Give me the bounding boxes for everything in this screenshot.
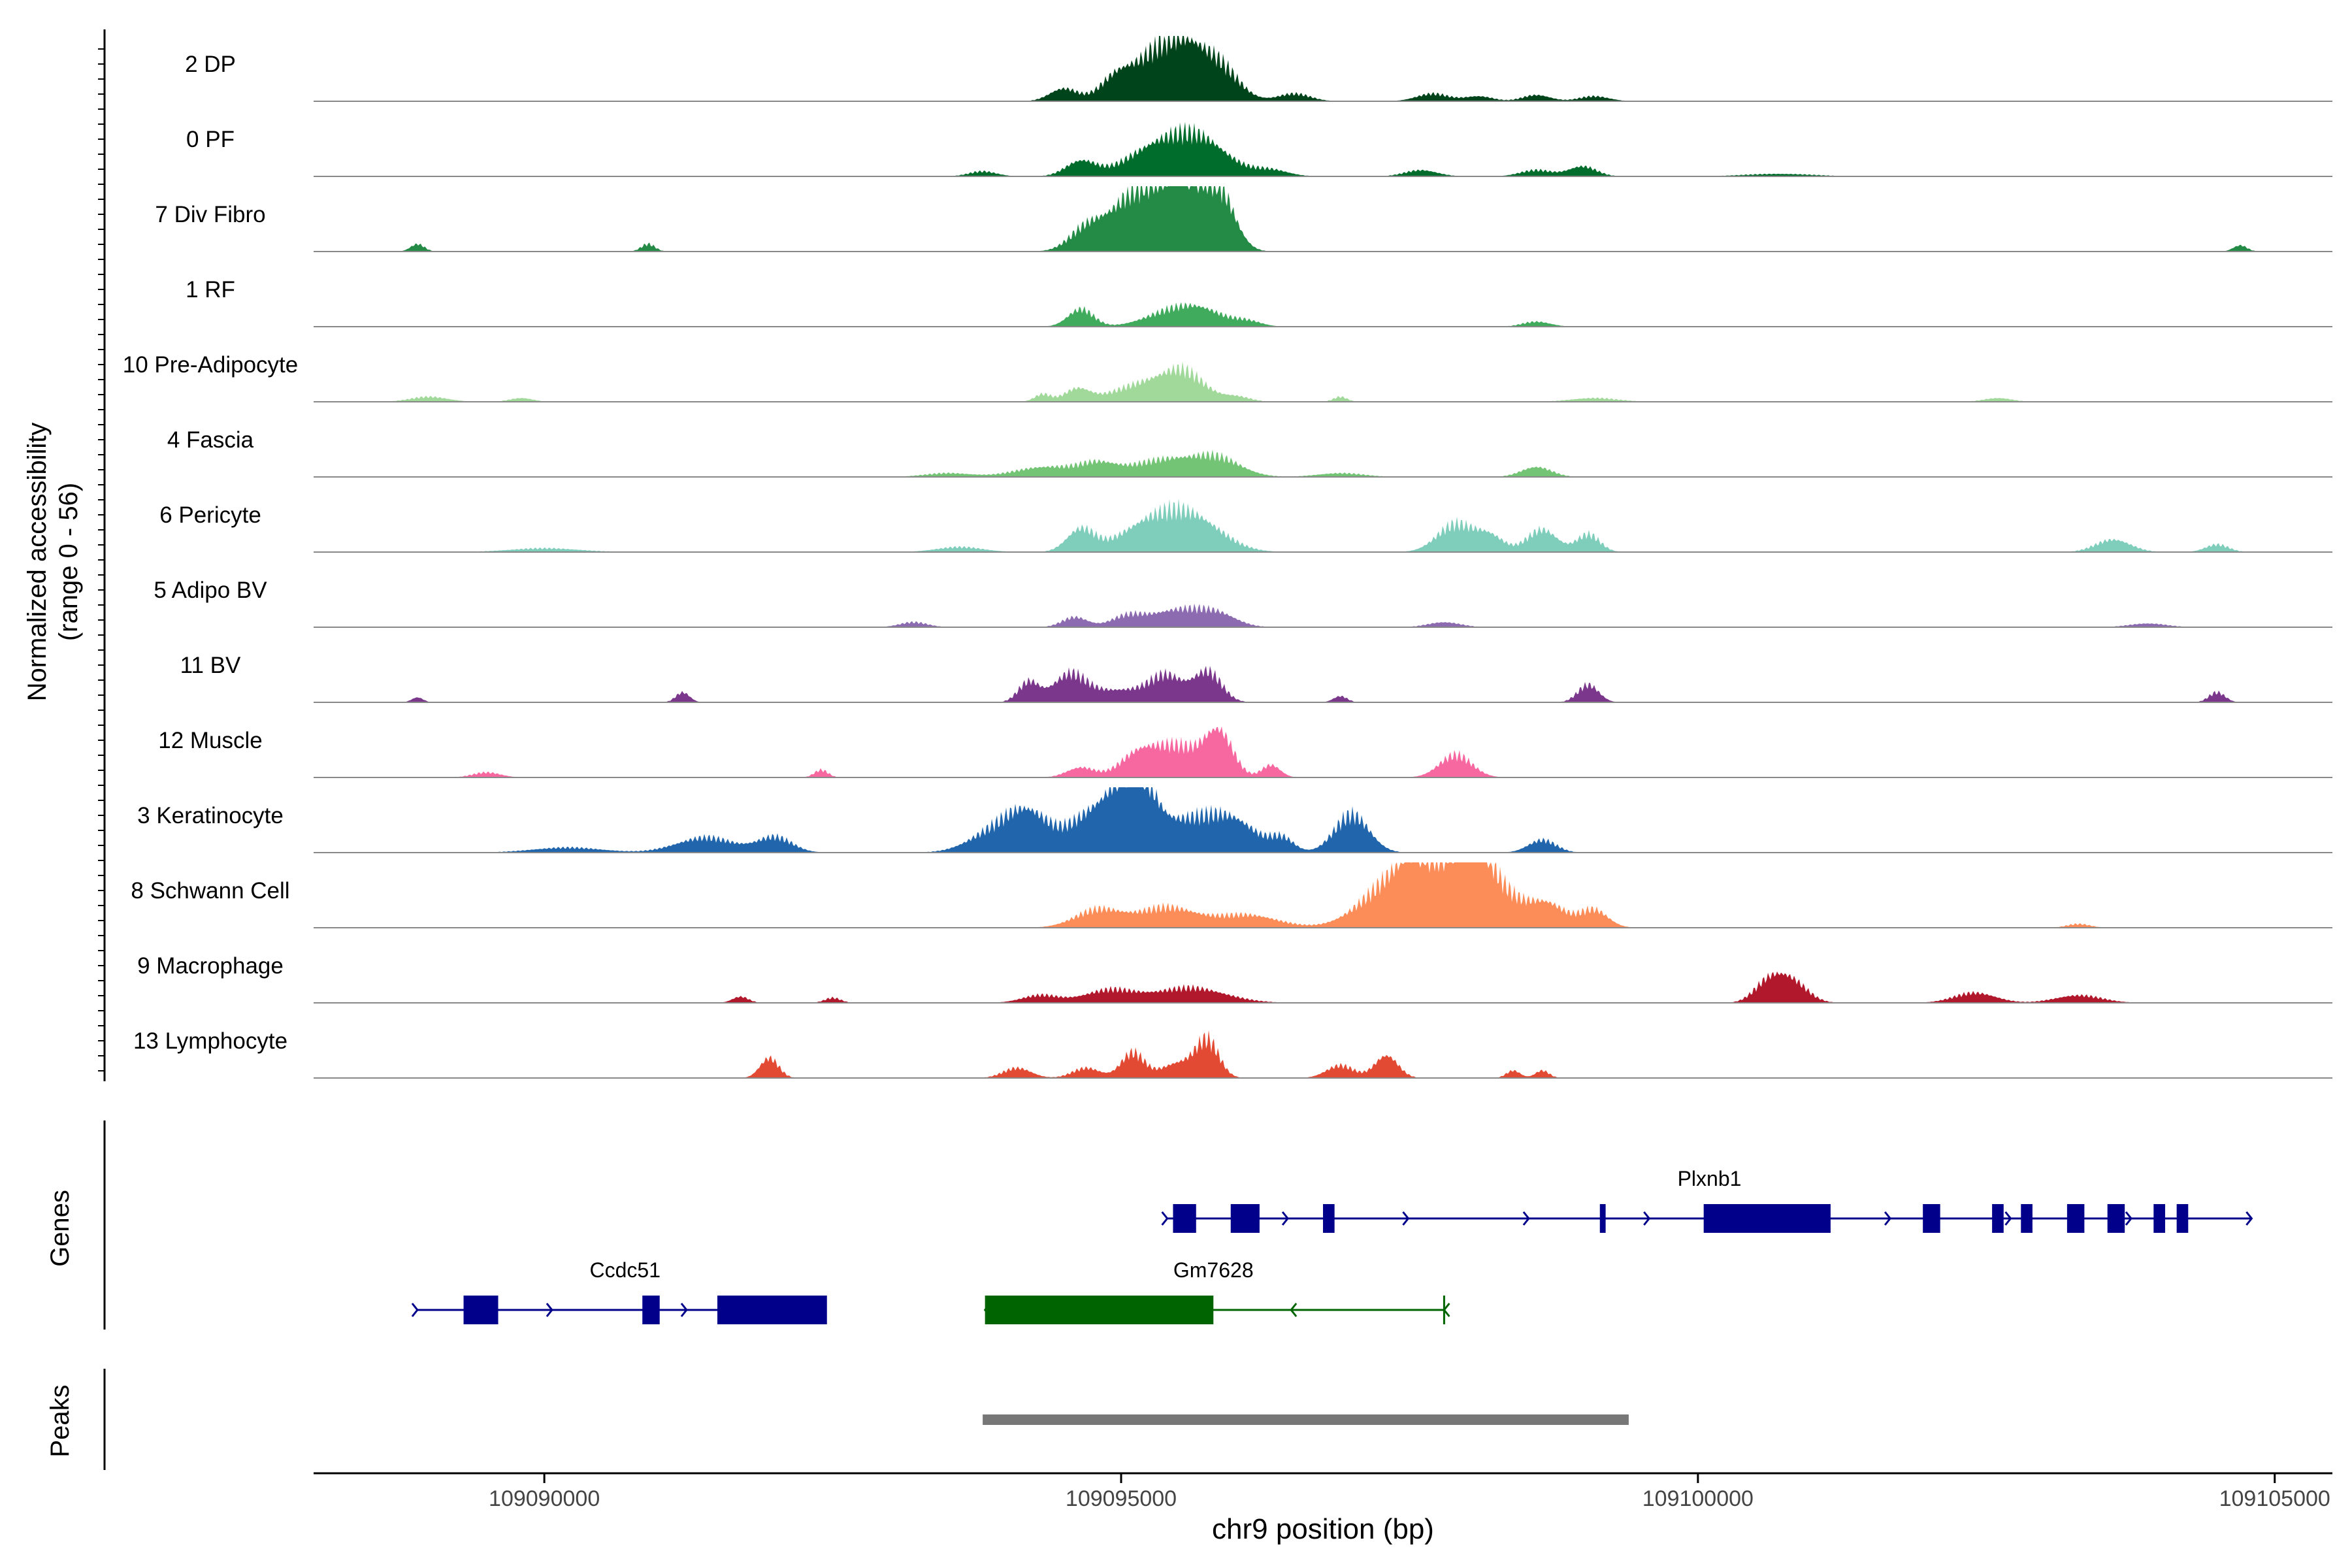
track-label: 9 Macrophage (137, 953, 284, 979)
exon (1703, 1204, 1831, 1233)
x-axis-label: chr9 position (bp) (1212, 1513, 1434, 1545)
peaks-track-label: Peaks (46, 1384, 74, 1457)
peak-regions (983, 1414, 1629, 1425)
strand-arrow (2004, 1211, 2012, 1226)
x-axis-ticks: 109090000 109095000 109100000 109105000 (489, 1473, 2330, 1511)
strand-arrow (2246, 1211, 2253, 1226)
track-9: 11 BV (180, 653, 2332, 703)
coverage-area (314, 498, 2332, 552)
y-axis-label-line1: Normalized accessibility (23, 423, 52, 702)
x-tick-label: 109105000 (2219, 1486, 2330, 1511)
exon (717, 1296, 827, 1324)
strand-arrow (1884, 1211, 1892, 1226)
coverage-area (314, 302, 2332, 327)
track-11: 3 Keratinocyte (137, 787, 2332, 853)
track-2: 0 PF (186, 122, 2332, 177)
y-axis (98, 29, 106, 1081)
track-label: 4 Fascia (167, 427, 254, 453)
track-1: 2 DP (185, 36, 2332, 102)
track-label: 8 Schwann Cell (131, 878, 289, 904)
strand-arrow (1290, 1303, 1298, 1317)
track-label: 1 RF (186, 277, 235, 302)
coverage-area (314, 862, 2332, 928)
track-10: 12 Muscle (158, 726, 2332, 778)
peak-bar (983, 1414, 1629, 1425)
strand-arrow (1402, 1211, 1410, 1226)
track-6: 4 Fascia (167, 427, 2332, 478)
track-5: 10 Pre-Adipocyte (123, 352, 2332, 402)
strand-arrow (411, 1303, 419, 1317)
track-4: 1 RF (186, 277, 2332, 327)
strand-arrow (1522, 1211, 1530, 1226)
genes-track-label: Genes (46, 1190, 74, 1267)
accessibility-tracks: 2 DP 0 PF 7 Div Fibro 1 RF 10 Pre-Adipocyte 4… (123, 36, 2332, 1079)
track-label: 11 BV (180, 653, 241, 678)
track-14: 13 Lymphocyte (133, 1028, 2332, 1079)
coverage-area (314, 1030, 2332, 1078)
track-3: 7 Div Fibro (155, 186, 2332, 252)
gene-label: Ccdc51 (589, 1258, 661, 1282)
exon (1230, 1204, 1260, 1233)
exon (2066, 1204, 2085, 1233)
genes-label-group: Genes (46, 1190, 74, 1267)
track-label: 12 Muscle (158, 728, 263, 753)
gene-annotations: Plxnb1 Ccdc51 Gm7628 (411, 1167, 2253, 1324)
exon (1599, 1204, 1606, 1233)
track-label: 2 DP (185, 52, 236, 77)
exon (463, 1296, 498, 1324)
peaks-label-group: Peaks (46, 1384, 74, 1457)
track-label: 0 PF (186, 127, 235, 152)
coverage-area (314, 361, 2332, 402)
track-13: 9 Macrophage (137, 953, 2332, 1004)
x-tick-label: 109095000 (1066, 1486, 1177, 1511)
coverage-area (314, 36, 2332, 101)
strand-arrow (2125, 1211, 2132, 1226)
track-label: 7 Div Fibro (155, 202, 265, 227)
coverage-area (314, 726, 2332, 777)
track-label: 3 Keratinocyte (137, 803, 284, 828)
x-tick-label: 109100000 (1642, 1486, 1754, 1511)
coverage-area (314, 603, 2332, 627)
gene-label: Plxnb1 (1678, 1167, 1742, 1190)
gene-ccdc51: Ccdc51 (411, 1258, 827, 1324)
strand-arrow (546, 1303, 553, 1317)
track-12: 8 Schwann Cell (131, 862, 2332, 928)
track-7: 6 Pericyte (159, 498, 2332, 553)
coverage-area (314, 186, 2332, 252)
strand-arrow (1161, 1211, 1169, 1226)
coverage-area (314, 787, 2332, 853)
track-8: 5 Adipo BV (154, 578, 2332, 628)
track-label: 5 Adipo BV (154, 578, 267, 603)
track-label: 13 Lymphocyte (133, 1028, 287, 1054)
exon (985, 1296, 1214, 1324)
strand-arrow (680, 1303, 688, 1317)
gene-label: Gm7628 (1173, 1258, 1254, 1282)
strand-arrow (1281, 1211, 1289, 1226)
exon (2107, 1204, 2125, 1233)
coverage-area (314, 666, 2332, 702)
y-axis-label-line2: (range 0 - 56) (54, 483, 83, 641)
track-label: 10 Pre-Adipocyte (123, 352, 298, 378)
exon (1992, 1204, 2004, 1233)
exon (1323, 1204, 1335, 1233)
exon (1173, 1204, 1196, 1233)
exon (642, 1296, 660, 1324)
coverage-area (314, 122, 2332, 176)
exon (2021, 1204, 2033, 1233)
exon (1923, 1204, 1940, 1233)
coverage-area (314, 971, 2332, 1003)
gene-plxnb1: Plxnb1 (1161, 1167, 2253, 1233)
y-axis-label: Normalized accessibility (range 0 - 56) (23, 423, 83, 702)
track-label: 6 Pericyte (159, 502, 261, 528)
x-tick-label: 109090000 (489, 1486, 600, 1511)
exon (2153, 1204, 2165, 1233)
gene-gm7628: Gm7628 (983, 1258, 1450, 1324)
coverage-area (314, 449, 2332, 477)
strand-arrow (1643, 1211, 1651, 1226)
exon (2176, 1204, 2189, 1233)
